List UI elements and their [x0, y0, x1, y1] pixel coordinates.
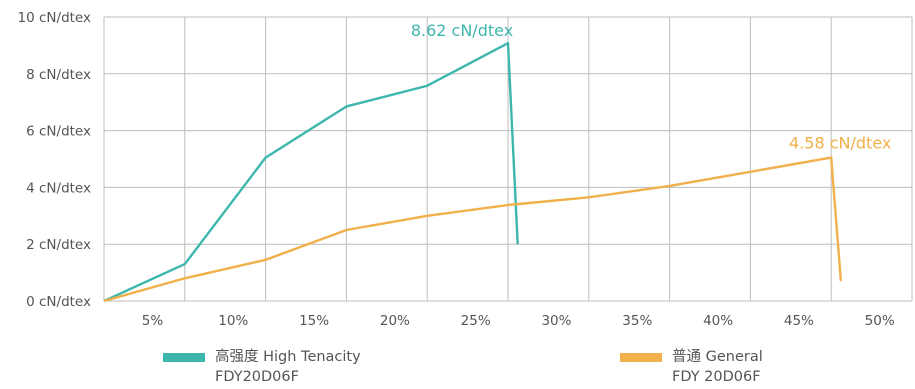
- x-tick-label: 30%: [541, 313, 571, 329]
- series-line-high-tenacity: [103, 41, 519, 303]
- x-axis-ticks: 5% 10% 15% 20% 25% 30% 35% 40% 45% 50%: [142, 313, 895, 329]
- peak-labels: 8.62 cN/dtex 4.58 cN/dtex: [411, 21, 892, 152]
- legend-name-cn: 普通: [672, 349, 701, 365]
- legend-item-high-tenacity: 高强度 High Tenacity FDY20D06F: [163, 347, 361, 387]
- x-tick-label: 40%: [703, 313, 733, 329]
- line-chart: 0 cN/dtex 2 cN/dtex 4 cN/dtex 6 cN/dtex 8 cN…: [18, 10, 913, 329]
- legend-name-en: High Tenacity: [263, 349, 361, 365]
- legend-swatch-general: [620, 353, 662, 362]
- legend-swatch-high-tenacity: [163, 353, 205, 362]
- legend-label-general: 普通 General: [672, 347, 763, 367]
- legend-item-general: 普通 General FDY 20D06F: [620, 347, 763, 387]
- y-tick-label: 10 cN/dtex: [18, 10, 91, 26]
- y-tick-label: 8 cN/dtex: [26, 67, 91, 83]
- x-tick-label: 50%: [865, 313, 895, 329]
- peak-label: 4.58 cN/dtex: [789, 134, 891, 153]
- x-tick-label: 5%: [142, 313, 164, 329]
- y-tick-label: 6 cN/dtex: [26, 124, 91, 140]
- y-axis-ticks: 0 cN/dtex 2 cN/dtex 4 cN/dtex 6 cN/dtex 8 cN…: [18, 10, 91, 310]
- legend-name-cn: 高强度: [215, 349, 259, 365]
- x-tick-label: 25%: [461, 313, 491, 329]
- legend-label-high-tenacity: 高强度 High Tenacity: [215, 347, 361, 367]
- x-tick-label: 10%: [218, 313, 248, 329]
- x-tick-label: 45%: [784, 313, 814, 329]
- x-tick-label: 15%: [299, 313, 329, 329]
- x-tick-label: 20%: [380, 313, 410, 329]
- legend-sub-high-tenacity: FDY20D06F: [215, 369, 299, 385]
- y-tick-label: 2 cN/dtex: [26, 237, 91, 253]
- y-tick-label: 0 cN/dtex: [26, 294, 91, 310]
- y-tick-label: 4 cN/dtex: [26, 180, 91, 196]
- peak-label: 8.62 cN/dtex: [411, 21, 513, 40]
- series-line-general: [103, 156, 843, 303]
- legend-name-en: General: [705, 349, 763, 365]
- series-lines: [103, 41, 843, 303]
- x-tick-label: 35%: [622, 313, 652, 329]
- legend-sub-general: FDY 20D06F: [672, 369, 761, 385]
